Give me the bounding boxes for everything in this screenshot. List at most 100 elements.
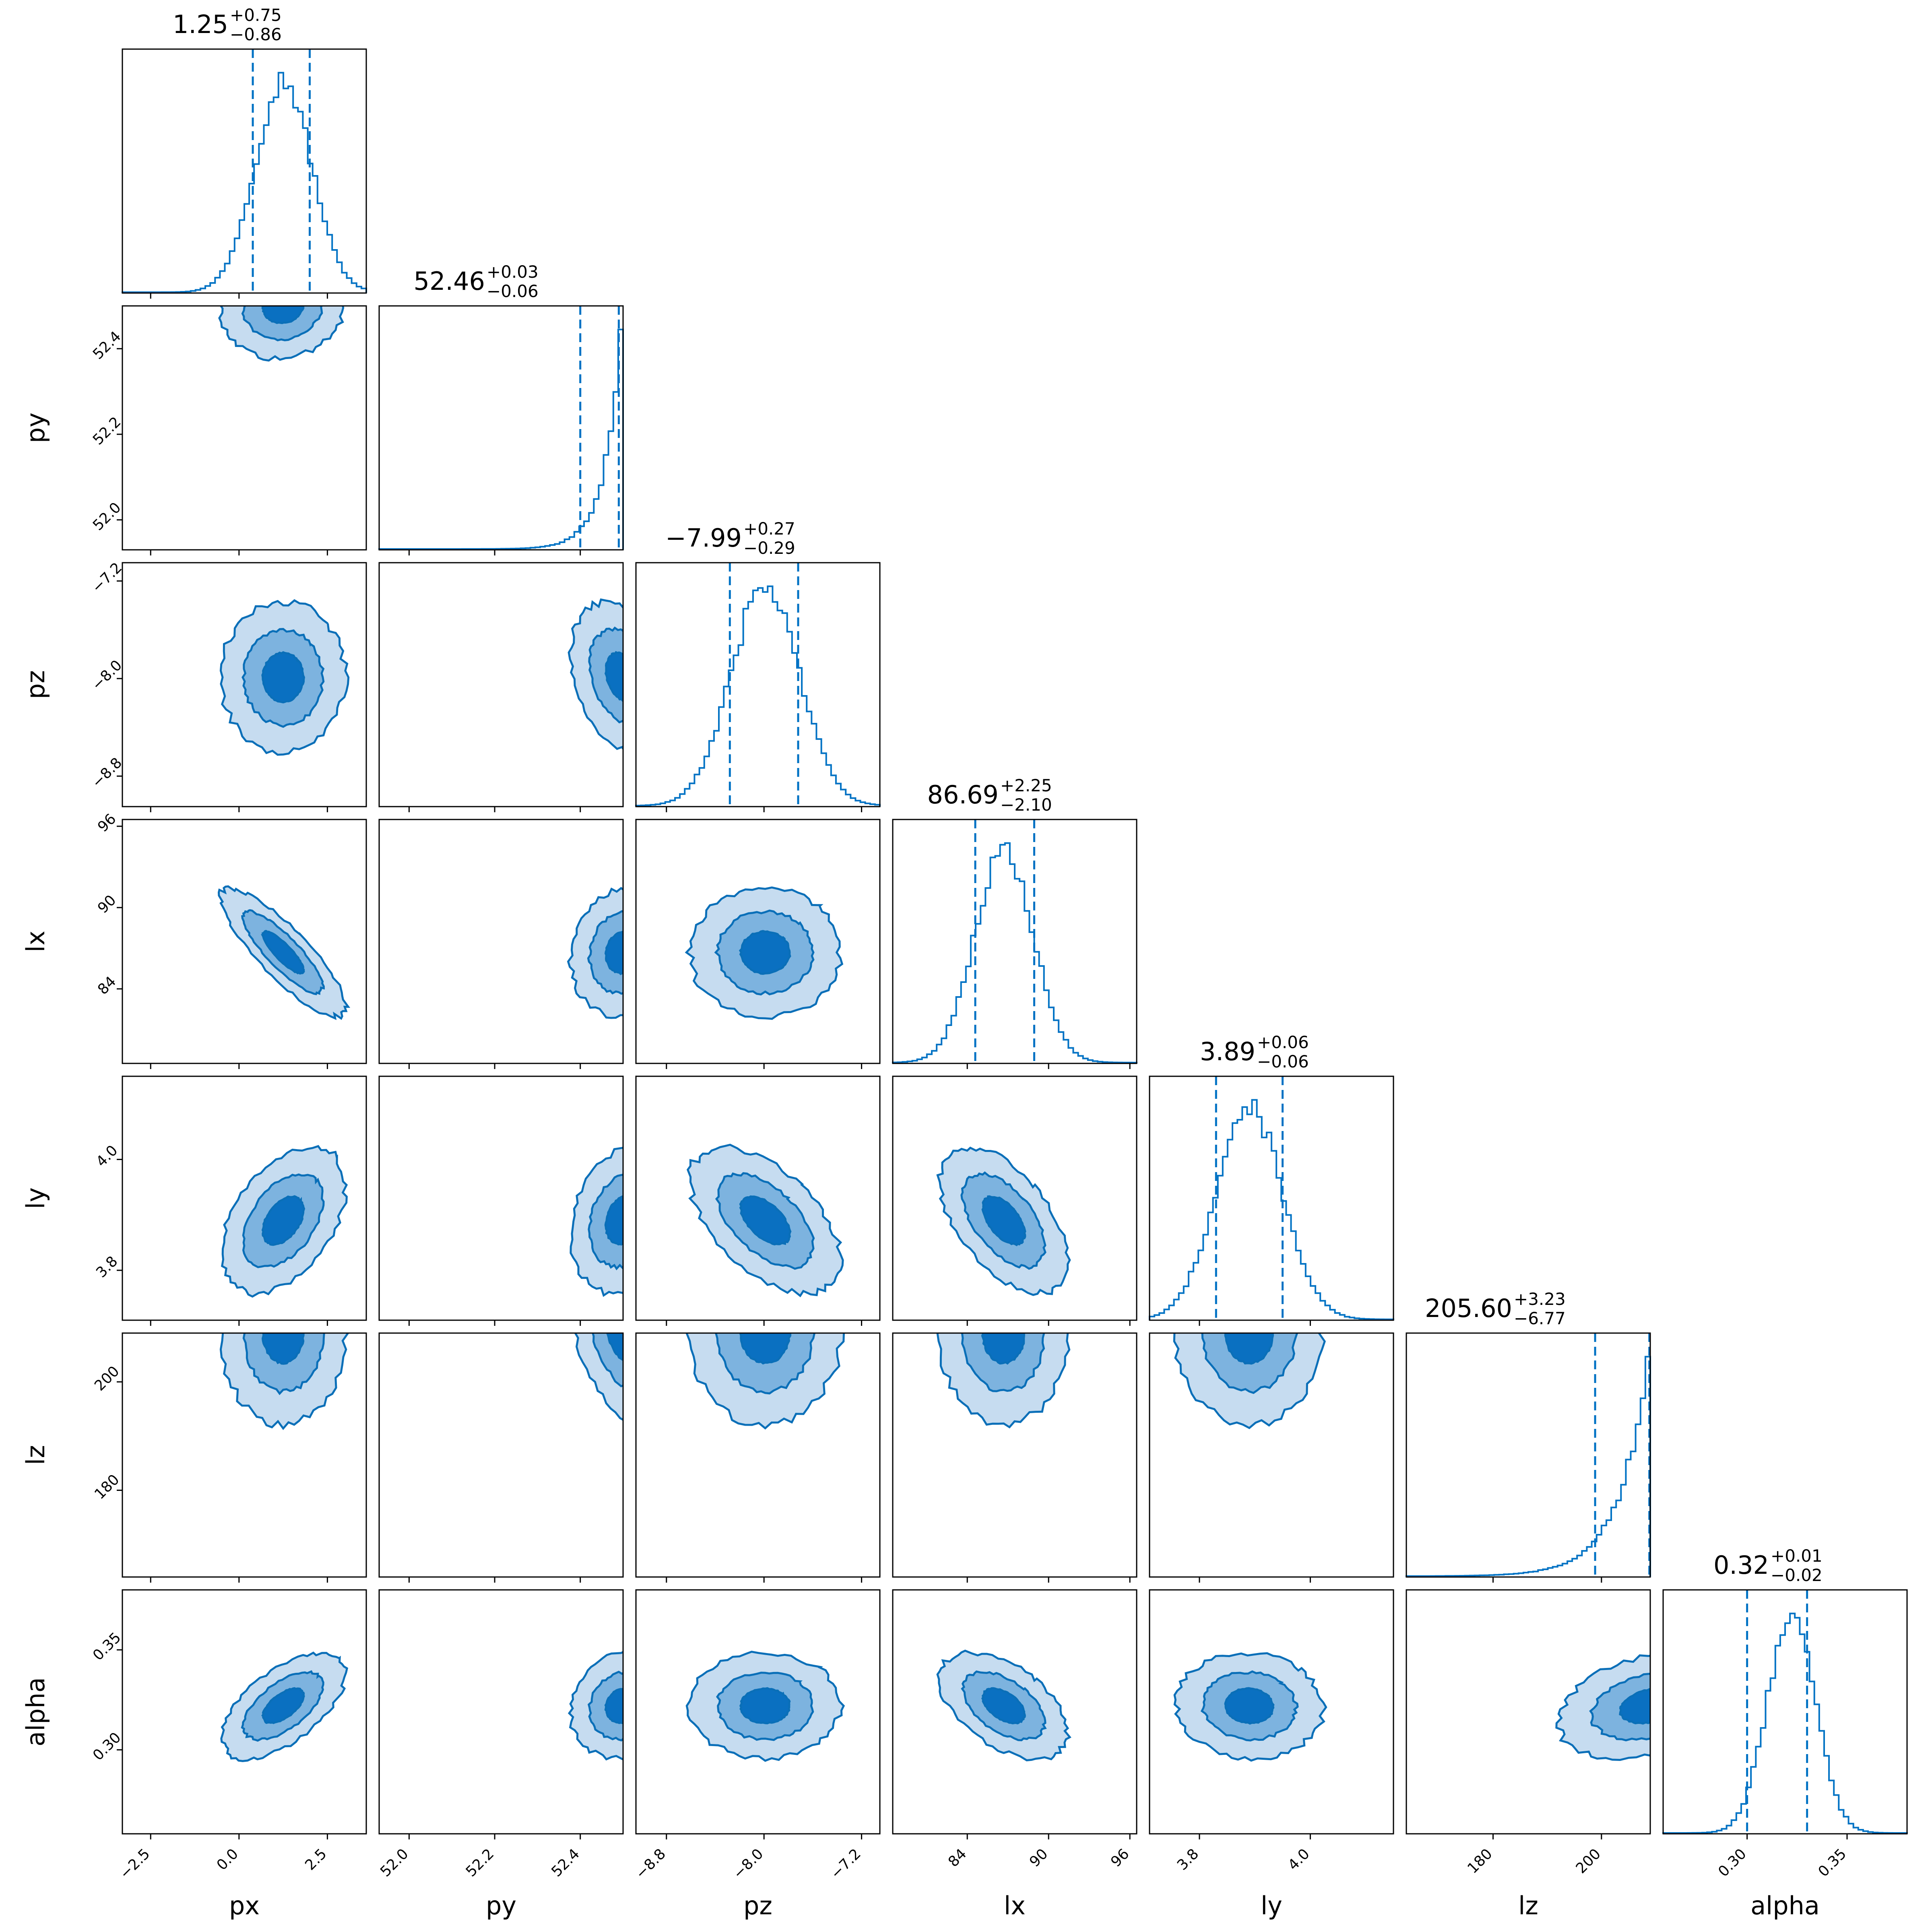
frame-alpha-vs-lx <box>892 1589 1137 1835</box>
panel-py-hist: 52.46 +0.03−0.06 <box>378 262 624 551</box>
xaxis-label-py: py <box>486 1891 516 1920</box>
ytick-label-pz: −7.2 <box>89 559 125 596</box>
frame-py <box>378 305 624 551</box>
panel-alpha-vs-ly <box>1149 1589 1394 1835</box>
contour-alpha-pz-level-3 <box>739 1687 791 1725</box>
title-lx-median: 86.69 <box>927 780 999 809</box>
xtick-label-px: 2.5 <box>302 1845 330 1873</box>
histogram-pz <box>635 585 881 807</box>
frame-alpha-vs-py <box>378 1589 624 1835</box>
frame-lx <box>892 819 1137 1064</box>
panel-lx-hist: 86.69 +2.25−2.10 <box>892 776 1137 1064</box>
contour-lx-pz-level-3 <box>739 930 791 975</box>
frame-ly-vs-lx <box>892 1075 1137 1321</box>
frame-lz <box>1406 1332 1651 1578</box>
contour-lz-px-level-3 <box>261 1333 305 1365</box>
xtick-label-pz: −8.0 <box>730 1845 767 1882</box>
title-ly-plus: +0.06 <box>1257 1032 1309 1052</box>
xtick-label-lx: 84 <box>945 1845 970 1870</box>
yaxis-label-alpha: alpha <box>21 1677 50 1746</box>
histogram-ly <box>1149 1099 1394 1320</box>
panel-lz-vs-lx <box>892 1332 1137 1578</box>
frame-alpha-vs-lz <box>1406 1589 1651 1835</box>
contour-lz-pz-level-3 <box>739 1333 791 1365</box>
xtick-label-alpha: 0.35 <box>1815 1845 1850 1880</box>
frame-pz-vs-px <box>122 562 367 807</box>
panel-lz-vs-py <box>378 1332 624 1578</box>
frame-px <box>122 48 367 294</box>
title-pz-minus: −0.29 <box>743 538 795 558</box>
xtick-label-py: 52.4 <box>548 1845 583 1880</box>
yaxis-label-py: py <box>21 413 50 443</box>
panel-alpha-vs-py <box>378 1589 624 1835</box>
title-px-median: 1.25 <box>173 10 228 39</box>
xtick-label-px: −2.5 <box>117 1845 153 1882</box>
title-lz-plus: +3.23 <box>1514 1289 1566 1309</box>
contour-alpha-lz-level-3 <box>1619 1688 1650 1725</box>
panel-alpha-vs-lz <box>1406 1589 1651 1835</box>
ytick-label-lx: 96 <box>95 811 119 835</box>
title-alpha-minus: −0.02 <box>1771 1565 1823 1585</box>
histogram-lx <box>892 842 1137 1063</box>
contour-ly-px-level-3 <box>261 1195 305 1246</box>
panel-alpha-hist: 0.32 +0.01−0.02 <box>1662 1546 1908 1835</box>
frame-lz-vs-lx <box>892 1332 1137 1578</box>
xtick-label-lz: 200 <box>1573 1845 1604 1877</box>
ytick-label-lx: 90 <box>95 892 119 916</box>
frame-ly <box>1149 1075 1394 1321</box>
ytick-label-lz: 200 <box>91 1363 123 1394</box>
title-pz-median: −7.99 <box>665 523 742 553</box>
panel-px-hist: 1.25 +0.75−0.86 <box>122 5 367 294</box>
contour-lz-ly-level-3 <box>1224 1333 1274 1365</box>
histogram-alpha <box>1662 1612 1908 1834</box>
yaxis-label-ly: ly <box>21 1187 50 1209</box>
panel-ly-vs-py <box>378 1075 624 1321</box>
ytick-label-ly: 4.0 <box>93 1142 121 1170</box>
xaxis-label-ly: ly <box>1261 1891 1282 1920</box>
panel-alpha-vs-pz <box>635 1589 881 1835</box>
histogram-lz <box>1406 1356 1651 1577</box>
frame-lz-vs-ly <box>1149 1332 1394 1578</box>
frame-lx-vs-py <box>378 819 624 1064</box>
xtick-label-alpha: 0.30 <box>1715 1845 1750 1880</box>
panel-ly-vs-pz <box>635 1075 881 1321</box>
panel-lx-vs-py <box>378 819 624 1064</box>
frame-pz <box>635 562 881 807</box>
contour-py-px-level-3 <box>261 306 305 324</box>
ytick-label-py: 52.4 <box>90 328 124 363</box>
frame-alpha-vs-ly <box>1149 1589 1394 1835</box>
panel-ly-vs-px <box>122 1075 367 1321</box>
frame-pz-vs-py <box>378 562 624 807</box>
ytick-label-ly: 3.8 <box>93 1253 121 1281</box>
ytick-label-py: 52.0 <box>90 500 124 534</box>
title-px-minus: −0.86 <box>230 25 282 44</box>
histogram-py <box>378 328 624 550</box>
frame-alpha-vs-px <box>122 1589 367 1835</box>
xaxis-label-lx: lx <box>1004 1891 1026 1920</box>
xtick-label-py: 52.0 <box>377 1845 412 1880</box>
title-lz-minus: −6.77 <box>1514 1309 1566 1328</box>
contour-lz-lx-level-3 <box>981 1333 1025 1365</box>
xaxis-label-alpha: alpha <box>1750 1891 1820 1920</box>
contour-alpha-py-level-3 <box>604 1688 623 1724</box>
contour-pz-px-level-3 <box>261 651 305 704</box>
contour-alpha-ly-level-3 <box>1224 1687 1275 1725</box>
panel-ly-vs-lx <box>892 1075 1137 1321</box>
xtick-label-lx: 96 <box>1108 1845 1132 1870</box>
title-pz-plus: +0.27 <box>743 519 795 539</box>
panel-lz-vs-px <box>122 1332 367 1578</box>
title-lx-minus: −2.10 <box>1000 795 1052 815</box>
yaxis-label-lz: lz <box>21 1445 50 1465</box>
panel-lz-hist: 205.60 +3.23−6.77 <box>1406 1289 1651 1578</box>
frame-ly-vs-py <box>378 1075 624 1321</box>
frame-lz-vs-pz <box>635 1332 881 1578</box>
xaxis-label-px: px <box>229 1891 260 1920</box>
contour-lz-py-level-3 <box>606 1333 623 1361</box>
histogram-px <box>122 72 367 293</box>
frame-lx-vs-pz <box>635 819 881 1064</box>
ytick-label-lx: 84 <box>95 973 119 998</box>
frame-lz-vs-px <box>122 1332 367 1578</box>
panel-pz-hist: −7.99 +0.27−0.29 <box>635 519 881 807</box>
frame-alpha <box>1662 1589 1908 1835</box>
